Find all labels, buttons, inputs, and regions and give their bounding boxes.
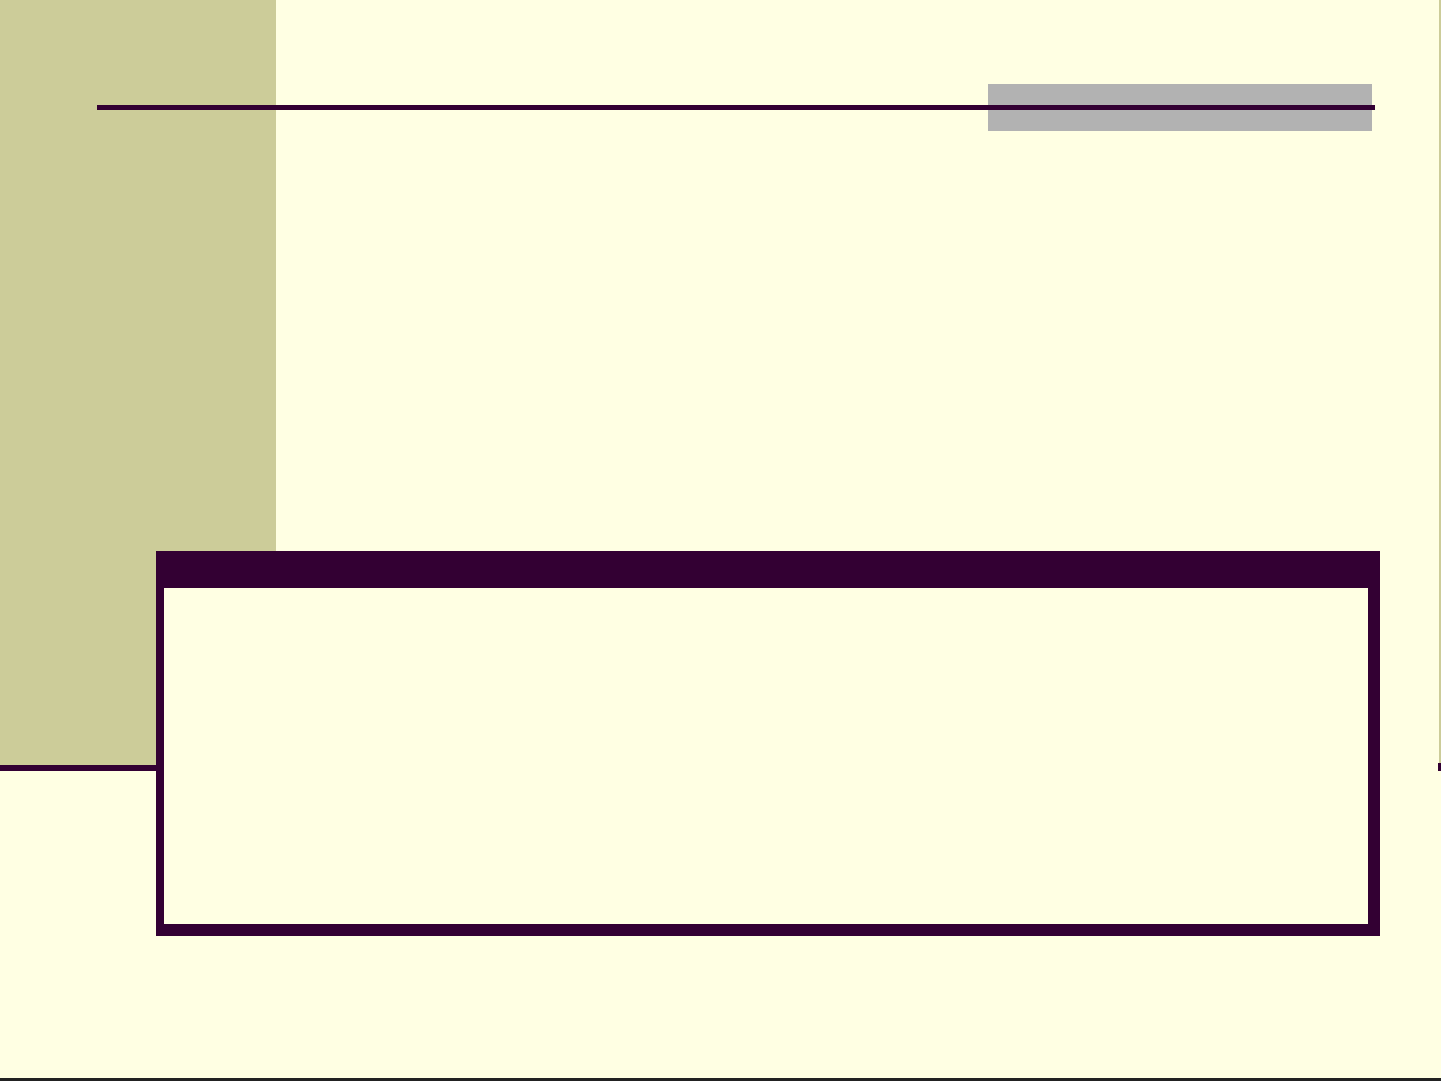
- page-bottom-border: [0, 1078, 1441, 1081]
- title-rule: [97, 105, 1375, 110]
- content-box-body[interactable]: [164, 588, 1368, 924]
- right-edge-mark: [1438, 763, 1441, 771]
- right-edge-strip: [1439, 0, 1441, 765]
- sidebar-bottom-rule: [0, 765, 160, 771]
